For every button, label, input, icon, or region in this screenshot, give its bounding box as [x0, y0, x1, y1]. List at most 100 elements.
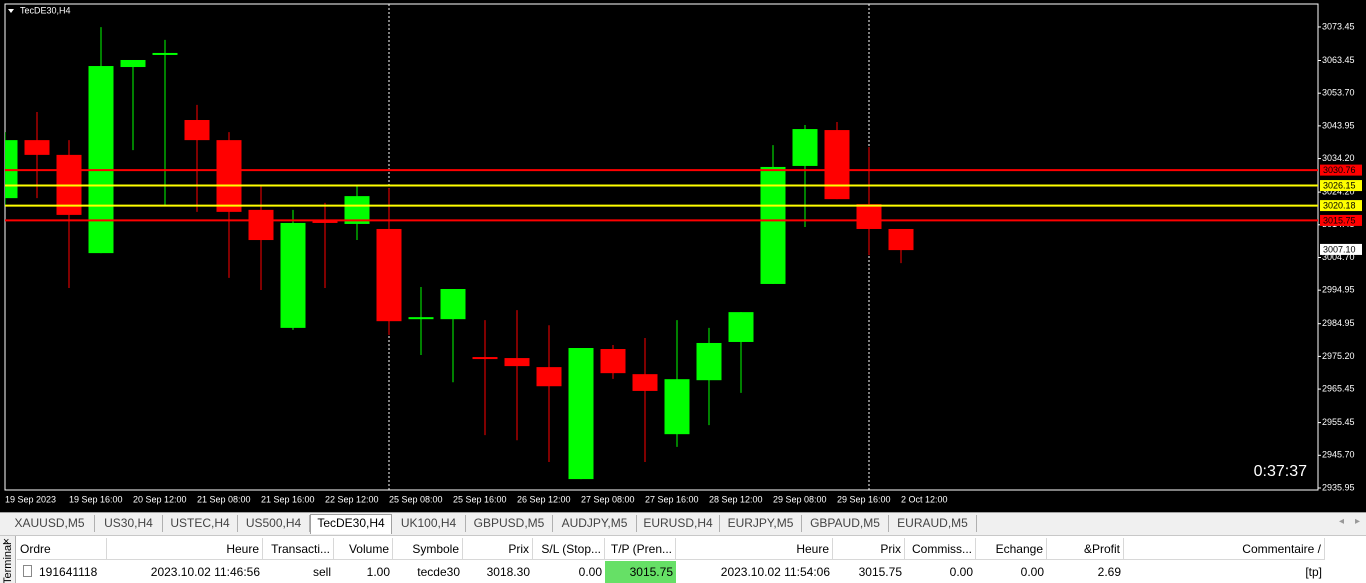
table-cell: 2023.10.02 11:54:06: [720, 565, 830, 579]
price-level-label: 3015.75: [1323, 215, 1356, 225]
scroll-left[interactable]: ◂: [1338, 516, 1344, 527]
x-tick-label: 28 Sep 12:00: [709, 494, 763, 504]
price-level-tag: [1320, 200, 1362, 212]
column-header[interactable]: T/P (Pren...: [605, 538, 676, 560]
x-tick-label: 27 Sep 16:00: [645, 494, 699, 504]
chart-tab[interactable]: UK100,H4: [392, 515, 466, 532]
x-tick-label: 29 Sep 16:00: [837, 494, 891, 504]
candle-body: [856, 204, 882, 229]
y-tick-label: 2945.70: [1322, 450, 1355, 460]
close-button[interactable]: ×: [3, 536, 10, 548]
candle-body: [312, 219, 338, 223]
column-header[interactable]: Volume: [334, 538, 393, 560]
menu-arrow[interactable]: [8, 9, 14, 13]
chart: TecDE30,H4 0:37:37 2935.95 2945.70 2955.45…: [0, 0, 1366, 512]
chart-tab[interactable]: TecDE30,H4: [310, 514, 392, 534]
table-cell: 191641118: [39, 565, 98, 579]
candle-body: [600, 349, 626, 374]
candle-body: [696, 342, 722, 381]
y-tick-label: 3063.45: [1322, 55, 1355, 65]
candle-body: [824, 130, 850, 200]
y-tick-label: 2975.20: [1322, 351, 1355, 361]
column-header[interactable]: Heure: [107, 538, 263, 560]
y-tick-label: 3024.20: [1322, 186, 1355, 196]
column-header[interactable]: S/L (Stop...: [533, 538, 605, 560]
candle-body: [216, 140, 242, 212]
y-tick-label: 2984.95: [1322, 318, 1355, 328]
bar-timer: 0:37:37: [1254, 463, 1307, 480]
column-header[interactable]: Commentaire /: [1124, 538, 1325, 560]
x-tick-label: 25 Sep 16:00: [453, 494, 507, 504]
x-tick-label: 20 Sep 12:00: [133, 494, 187, 504]
candle-body: [24, 140, 50, 155]
column-header[interactable]: Heure: [676, 538, 833, 560]
scroll-right[interactable]: ▸: [1354, 516, 1360, 527]
x-tick-label: 21 Sep 08:00: [197, 494, 251, 504]
chart-title: TecDE30,H4: [20, 5, 71, 15]
candle-body: [248, 209, 274, 241]
chart-tab[interactable]: EURUSD,H4: [637, 515, 720, 532]
column-header[interactable]: Prix: [833, 538, 905, 560]
plot-frame: [4, 3, 1319, 491]
candle-body: [664, 379, 690, 435]
table-cell: 2023.10.02 11:46:56: [150, 565, 260, 579]
price-level-tag: [1320, 214, 1362, 226]
x-tick-label: 19 Sep 16:00: [69, 494, 123, 504]
column-header[interactable]: Symbole: [393, 538, 463, 560]
x-tick-label: 2 Oct 12:00: [901, 494, 948, 504]
x-tick-label: 29 Sep 08:00: [773, 494, 827, 504]
chart-tab[interactable]: US500,H4: [238, 515, 310, 532]
candle-body: [568, 348, 594, 480]
price-level-label: 3026.15: [1323, 180, 1356, 190]
candle-body: [888, 228, 914, 251]
terminal: × Terminal Ordre Heure Transacti... Volume S…: [0, 536, 1366, 583]
table-cell: sell: [312, 565, 331, 579]
table-cell: 3018.30: [486, 565, 530, 579]
candle-body: [504, 358, 530, 367]
candle-body: [376, 228, 402, 322]
candle-body: [632, 374, 658, 391]
chart-tab[interactable]: XAUUSD,M5: [5, 515, 95, 532]
column-header[interactable]: Transacti...: [263, 538, 334, 560]
terminal-title: Terminal: [2, 542, 14, 583]
y-tick-label: 2955.45: [1322, 417, 1355, 427]
candle-body: [792, 129, 818, 166]
candle-body: [152, 52, 178, 55]
candle-body: [280, 222, 306, 328]
candle-body: [440, 288, 466, 320]
chart-tab[interactable]: EURJPY,M5: [720, 515, 802, 532]
column-header[interactable]: Commiss...: [905, 538, 976, 560]
bid-tag: [1320, 243, 1362, 255]
y-tick-label: 2994.95: [1322, 285, 1355, 295]
table-cell: 0.00: [578, 565, 602, 579]
table-cell: [tp]: [1305, 565, 1322, 579]
chart-tab[interactable]: USTEC,H4: [163, 515, 238, 532]
column-header[interactable]: Ordre: [17, 538, 107, 560]
column-header[interactable]: Echange: [976, 538, 1047, 560]
candle-body: [120, 59, 146, 68]
y-tick-label: 3004.70: [1322, 252, 1355, 262]
column-header[interactable]: Prix: [463, 538, 533, 560]
chart-tab[interactable]: GBPAUD,M5: [802, 515, 889, 532]
y-tick-label: 3043.95: [1322, 120, 1355, 130]
table-cell: 0.00: [1020, 565, 1044, 579]
candle-body: [728, 312, 754, 342]
chart-tab[interactable]: GBPUSD,M5: [466, 515, 553, 532]
chart-tab[interactable]: US30,H4: [95, 515, 163, 532]
x-tick-label: 26 Sep 12:00: [517, 494, 571, 504]
column-header[interactable]: &Profit: [1047, 538, 1124, 560]
candle-body: [760, 166, 786, 284]
candle-body: [408, 317, 434, 320]
chart-tab[interactable]: AUDJPY,M5: [553, 515, 637, 532]
chart-tab[interactable]: EURAUD,M5: [889, 515, 977, 532]
y-tick-label: 3073.45: [1322, 21, 1355, 31]
price-level-tag: [1320, 180, 1362, 192]
price-level-label: 3030.76: [1323, 165, 1356, 175]
table-cell: 3015.75: [605, 561, 676, 583]
table-cell: 3015.75: [858, 565, 902, 579]
candle-body: [184, 120, 210, 141]
candle-body: [536, 367, 562, 387]
x-tick-label: 21 Sep 16:00: [261, 494, 315, 504]
price-level-tag: [1320, 164, 1362, 176]
